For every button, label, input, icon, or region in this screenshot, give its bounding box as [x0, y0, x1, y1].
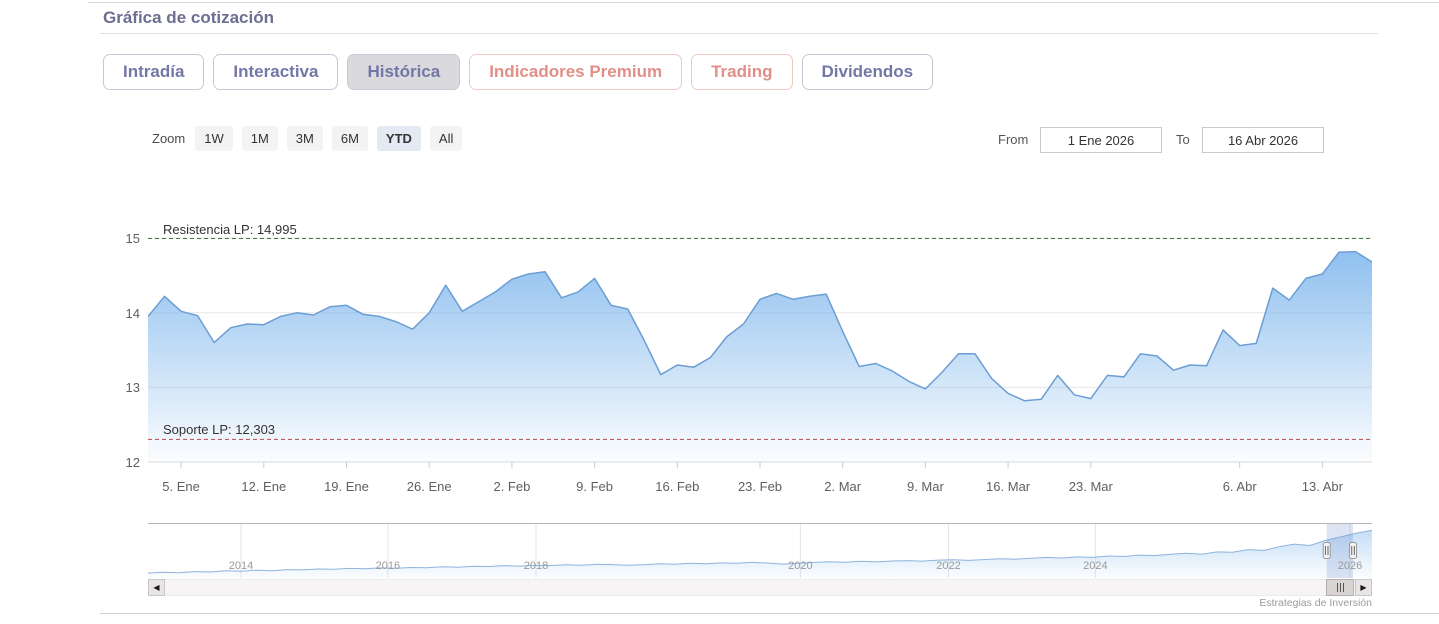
main-price-chart[interactable]: [148, 212, 1372, 468]
zoom-label: Zoom: [152, 131, 186, 146]
tab-intradia[interactable]: Intradía: [103, 54, 205, 90]
chart-tabs: Intradía Interactiva Histórica Indicadores …: [103, 54, 934, 90]
navigator-year-label: 2022: [936, 560, 961, 572]
x-axis-label: 2. Mar: [824, 479, 862, 494]
range-button-all[interactable]: All: [429, 126, 463, 151]
x-axis-label: 19. Ene: [324, 479, 369, 494]
tab-interactiva[interactable]: Interactiva: [213, 54, 339, 90]
range-button-1w[interactable]: 1W: [195, 126, 233, 151]
title-underline: [100, 33, 1378, 34]
y-axis-label: 14: [125, 305, 140, 321]
navigator-year-label: 2014: [228, 560, 254, 572]
support-line-label: Soporte LP: 12,303: [163, 422, 276, 438]
tab-trading[interactable]: Trading: [691, 54, 793, 90]
to-date-input[interactable]: [1202, 127, 1324, 153]
x-axis-label: 16. Feb: [655, 479, 700, 494]
x-axis-label: 2. Feb: [493, 479, 531, 494]
page-title: Gráfica de cotización: [103, 8, 274, 27]
scrollbar-thumb[interactable]: [1326, 579, 1354, 596]
x-axis-label: 23. Mar: [1068, 479, 1113, 494]
left-arrow-icon: ◀: [153, 583, 160, 592]
x-axis-label: 23. Feb: [737, 479, 783, 494]
x-axis-label: 13. Abr: [1301, 479, 1343, 494]
panel-bottom-border: [100, 613, 1439, 614]
chart-credit-link[interactable]: Estrategias de Inversión: [1259, 597, 1372, 609]
x-axis-label: 5. Ene: [162, 479, 200, 494]
tab-indicadores-premium[interactable]: Indicadores Premium: [469, 54, 683, 90]
right-arrow-icon: ▶: [1360, 583, 1367, 592]
navigator-year-label: 2024: [1083, 560, 1108, 572]
navigator-year-label: 2016: [375, 560, 401, 572]
x-axis-label: 26. Ene: [406, 479, 452, 494]
navigator-chart[interactable]: [148, 523, 1372, 579]
x-axis-label: 12. Ene: [241, 479, 287, 494]
resistance-line-label: Resistencia LP: 14,995: [163, 221, 297, 237]
scrollbar-right-button[interactable]: ▶: [1355, 579, 1372, 596]
panel-top-border: [88, 2, 1439, 3]
x-axis-label: 9. Feb: [576, 479, 614, 494]
y-axis-label: 15: [125, 231, 140, 247]
tab-dividendos[interactable]: Dividendos: [801, 54, 934, 90]
to-label: To: [1176, 132, 1190, 147]
navigator-year-label: 2026: [1337, 560, 1363, 572]
navigator-left-handle[interactable]: [1322, 542, 1331, 559]
range-button-6m[interactable]: 6M: [331, 126, 368, 151]
range-button-3m[interactable]: 3M: [286, 126, 323, 151]
navigator-right-handle[interactable]: [1349, 542, 1358, 559]
scrollbar-track[interactable]: [148, 579, 1372, 596]
range-buttons: 1W 1M 3M 6M YTD All: [195, 126, 463, 151]
x-axis-label: 16. Mar: [986, 479, 1031, 494]
range-selector: Zoom 1W 1M 3M 6M YTD All: [152, 126, 463, 151]
y-axis-label: 12: [125, 455, 140, 470]
x-axis-label: 9. Mar: [906, 479, 944, 494]
from-label: From: [998, 132, 1029, 147]
navigator-year-label: 2018: [523, 560, 549, 572]
scrollbar-left-button[interactable]: ◀: [148, 579, 165, 596]
x-axis-label: 6. Abr: [1222, 479, 1257, 494]
navigator-scrollbar: ◀ ▶: [148, 579, 1372, 596]
navigator-year-label: 2020: [788, 560, 813, 572]
range-button-ytd[interactable]: YTD: [376, 126, 421, 151]
from-date-input[interactable]: [1040, 127, 1162, 153]
range-button-1m[interactable]: 1M: [241, 126, 278, 151]
tab-historica[interactable]: Histórica: [347, 54, 461, 90]
y-axis-label: 13: [125, 380, 140, 396]
